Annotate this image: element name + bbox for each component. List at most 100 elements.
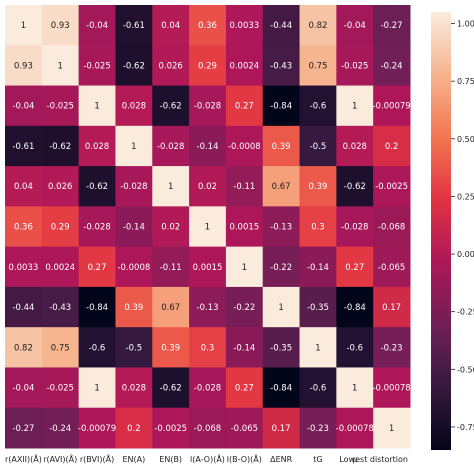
heatmap-cell-r0-c10 bbox=[373, 5, 411, 46]
cell-value-label-r0-c3: -0.61 bbox=[123, 21, 145, 31]
colorbar-tick-label-6: -0.50 bbox=[457, 365, 474, 374]
heatmap-cell-r6-c1 bbox=[41, 246, 80, 288]
x-tick-label-1: r(AVI)(Å) bbox=[43, 453, 77, 464]
cell-value-label-r2-c2: 1 bbox=[94, 102, 99, 112]
cell-value-label-r0-c9: -0.04 bbox=[344, 21, 366, 31]
cell-value-label-r7-c5: -0.13 bbox=[197, 303, 219, 313]
cell-value-label-r5-c3: -0.14 bbox=[123, 223, 145, 233]
cell-value-label-r5-c4: 0.02 bbox=[161, 223, 180, 233]
heatmap-cell-r6-c9 bbox=[336, 246, 374, 288]
cell-value-label-r3-c0: -0.61 bbox=[12, 142, 34, 152]
cell-value-label-r1-c9: -0.025 bbox=[341, 61, 368, 71]
cell-value-label-r7-c0: -0.44 bbox=[12, 303, 34, 313]
cell-value-label-r3-c4: -0.028 bbox=[157, 142, 184, 152]
cell-value-label-r8-c3: -0.5 bbox=[126, 343, 143, 353]
cell-value-label-r3-c2: 0.028 bbox=[85, 142, 109, 152]
heatmap-cell-r7-c8 bbox=[299, 286, 337, 328]
heatmap-cell-r3-c6 bbox=[225, 125, 264, 167]
cell-value-label-r6-c0: 0.0033 bbox=[9, 263, 39, 273]
heatmap-cell-r5-c8 bbox=[299, 206, 337, 248]
heatmap-cells bbox=[5, 5, 411, 449]
cell-value-label-r9-c4: -0.62 bbox=[160, 384, 182, 394]
heatmap-cell-r1-c8 bbox=[299, 45, 337, 87]
cell-value-label-r1-c1: 1 bbox=[58, 61, 63, 71]
cell-value-label-r8-c10: -0.23 bbox=[381, 343, 403, 353]
heatmap-cell-r1-c6 bbox=[225, 45, 264, 87]
heatmap-cell-r7-c0 bbox=[5, 286, 43, 328]
x-tick-label-4: EN(B) bbox=[159, 455, 182, 464]
heatmap-cell-r9-c2 bbox=[78, 367, 116, 409]
heatmap-cell-r7-c3 bbox=[115, 286, 153, 328]
cell-value-label-r4-c2: -0.62 bbox=[86, 182, 108, 192]
heatmap-cell-r7-c9 bbox=[336, 286, 374, 328]
cell-value-label-r1-c8: 0.75 bbox=[308, 61, 327, 71]
heatmap-cell-r4-c0 bbox=[5, 166, 43, 207]
cell-value-label-r6-c3: -0.0008 bbox=[117, 263, 150, 273]
cell-value-label-r8-c7: -0.35 bbox=[270, 343, 292, 353]
heatmap-cell-r10-c7 bbox=[262, 407, 301, 449]
cell-value-label-r9-c2: 1 bbox=[94, 384, 99, 394]
heatmap-cell-r0-c1 bbox=[41, 5, 80, 46]
heatmap-cell-r2-c9 bbox=[336, 85, 374, 127]
heatmap-cell-r2-c5 bbox=[189, 85, 227, 127]
cell-value-label-r6-c5: 0.0015 bbox=[193, 263, 223, 273]
heatmap-cell-r6-c5 bbox=[189, 246, 227, 288]
cell-value-label-r2-c6: 0.27 bbox=[235, 102, 254, 112]
x-tick-label-9: μ bbox=[352, 455, 357, 464]
heatmap-cell-r8-c5 bbox=[189, 327, 227, 368]
cell-value-label-r3-c10: 0.2 bbox=[385, 142, 399, 152]
cell-value-label-r9-c6: 0.27 bbox=[235, 384, 254, 394]
cell-value-label-r0-c6: 0.0033 bbox=[229, 21, 259, 31]
cell-value-label-r4-c0: 0.04 bbox=[14, 182, 33, 192]
cell-value-label-r2-c9: 1 bbox=[352, 102, 357, 112]
heatmap-cell-r0-c2 bbox=[78, 5, 116, 46]
cell-value-label-r0-c2: -0.04 bbox=[86, 21, 108, 31]
heatmap-cell-r2-c6 bbox=[225, 85, 264, 127]
heatmap-cell-r2-c0 bbox=[5, 85, 43, 127]
cell-value-label-r2-c3: 0.028 bbox=[122, 102, 146, 112]
x-tick-label-2: r(BVI)(Å) bbox=[80, 453, 114, 464]
cell-value-label-r2-c0: -0.04 bbox=[12, 102, 34, 112]
cell-value-label-r3-c1: -0.62 bbox=[49, 142, 71, 152]
heatmap-cell-r6-c10 bbox=[373, 246, 411, 288]
cell-value-label-r8-c4: 0.39 bbox=[161, 343, 180, 353]
heatmap-cell-r5-c4 bbox=[152, 206, 190, 248]
cell-value-label-r0-c4: 0.04 bbox=[161, 21, 180, 31]
cell-value-label-r5-c10: -0.068 bbox=[378, 223, 405, 233]
heatmap-cell-labels: 1 0.93 -0.04 -0.61 0.04 0.36 0.0033 -0.44 0.82 -0… bbox=[9, 21, 411, 434]
heatmap-cell-r1-c7 bbox=[262, 45, 301, 87]
heatmap-cell-r1-c10 bbox=[373, 45, 411, 87]
cell-value-label-r8-c8: 1 bbox=[315, 343, 320, 353]
cell-value-label-r5-c8: 0.3 bbox=[311, 223, 325, 233]
heatmap-cell-r0-c3 bbox=[115, 5, 153, 46]
heatmap-cell-r4-c7 bbox=[262, 166, 301, 207]
cell-value-label-r5-c1: 0.29 bbox=[51, 223, 70, 233]
cell-value-label-r4-c10: -0.0025 bbox=[375, 182, 408, 192]
cell-value-label-r1-c5: 0.29 bbox=[198, 61, 217, 71]
colorbar: 1.00 0.75 0.50 0.25 0.00 -0.25 -0.50 -0.75 bbox=[431, 12, 474, 450]
cell-value-label-r8-c6: -0.14 bbox=[233, 343, 255, 353]
cell-value-label-r10-c3: 0.2 bbox=[127, 424, 141, 434]
heatmap-cell-r8-c9 bbox=[336, 327, 374, 368]
heatmap-cell-r0-c8 bbox=[299, 5, 337, 46]
heatmap-cell-r4-c2 bbox=[78, 166, 116, 207]
x-tick-label-5: l(A-O)(Å) bbox=[190, 453, 225, 464]
heatmap-cell-r8-c6 bbox=[225, 327, 264, 368]
heatmap-cell-r5-c0 bbox=[5, 206, 43, 248]
heatmap-cell-r1-c2 bbox=[78, 45, 116, 87]
heatmap-cell-r10-c10 bbox=[373, 407, 411, 449]
cell-value-label-r6-c4: -0.11 bbox=[160, 263, 182, 273]
cell-value-label-r10-c1: -0.24 bbox=[49, 424, 71, 434]
x-tick-label-8: tG bbox=[313, 455, 322, 464]
colorbar-gradient bbox=[431, 12, 451, 450]
heatmap-cell-r10-c8 bbox=[299, 407, 337, 449]
heatmap-cell-r4-c8 bbox=[299, 166, 337, 207]
heatmap-cell-r8-c2 bbox=[78, 327, 116, 368]
cell-value-label-r1-c0: 0.93 bbox=[14, 61, 33, 71]
heatmap-cell-r5-c6 bbox=[225, 206, 264, 248]
heatmap-cell-r6-c7 bbox=[262, 246, 301, 288]
heatmap-cell-r3-c10 bbox=[373, 125, 411, 167]
heatmap-cell-r6-c6 bbox=[225, 246, 264, 288]
heatmap-cell-r6-c8 bbox=[299, 246, 337, 288]
